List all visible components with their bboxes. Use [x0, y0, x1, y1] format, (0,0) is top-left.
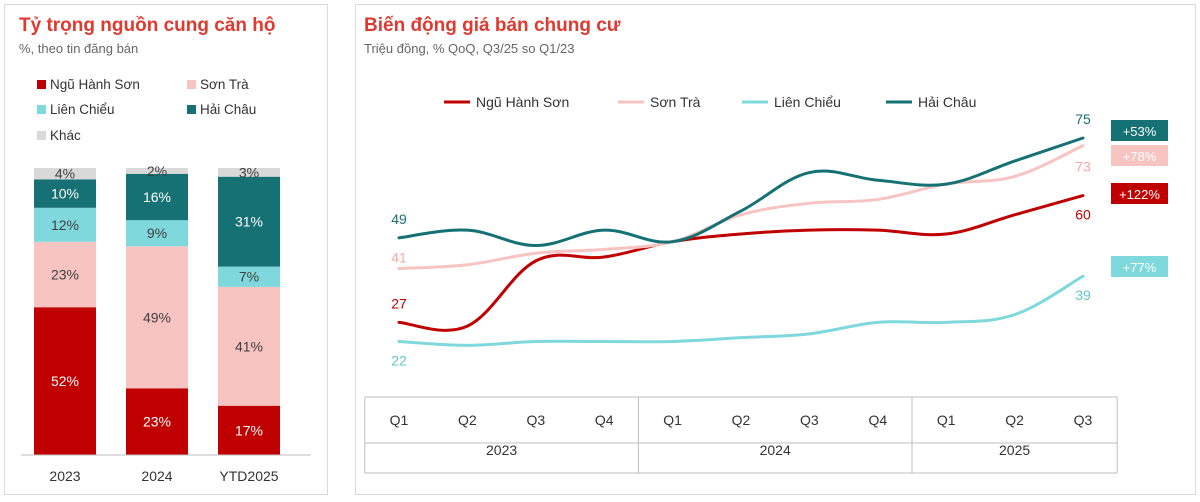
x-tick-2023: 2023 — [49, 468, 80, 484]
series-line-son-tra — [397, 144, 1085, 271]
price-trend-title: Biến động giá bán chung cư — [364, 15, 621, 36]
bar-label-hai-chau-2023: 10% — [51, 186, 79, 202]
bar-label-khac-2023: 4% — [55, 166, 75, 182]
x-tick-2: Q3 — [526, 412, 545, 428]
x-tick-6: Q3 — [800, 412, 819, 428]
bar-label-ngu-hanh-son-2023: 52% — [51, 373, 79, 389]
bar-son-tra-2024 — [126, 246, 188, 389]
supply-share-title: Tỷ trọng nguồn cung căn hộ — [19, 15, 276, 36]
supply-share-subtitle: %, theo tin đăng bán — [19, 41, 139, 56]
bar-hai-chau-2024 — [126, 173, 188, 221]
legend-label-son-tra: Sơn Trà — [650, 94, 701, 110]
x-tick-9: Q2 — [1005, 412, 1024, 428]
bar-label-lien-chieu-2023: 12% — [51, 217, 79, 233]
bar-ngu-hanh-son-2023 — [34, 307, 96, 455]
change-label-lien-chieu: +77% — [1123, 260, 1157, 275]
legend-label-lien-chieu: Liên Chiểu — [50, 102, 115, 117]
bar-lien-chieu-2024 — [126, 220, 188, 247]
legend-swatch-khac — [37, 131, 46, 140]
end-label-lien-chieu: 39 — [1075, 287, 1091, 303]
supply-share-chart: Ngũ Hành Sơn Sơn Trà Liên Chiểu Hải Châu Khá… — [21, 77, 311, 484]
legend-label-lien-chieu: Liên Chiểu — [774, 94, 841, 110]
change-badge-ngu-hanh-son — [1111, 183, 1168, 204]
price-trend-chart: Ngũ Hành Sơn Sơn Trà Liên Chiểu Hải Châu 27 6… — [364, 94, 1168, 474]
x-tick-ytd2025: YTD2025 — [219, 468, 278, 484]
legend-label-son-tra: Sơn Trà — [200, 77, 249, 92]
x-tick-3: Q4 — [595, 412, 614, 428]
legend-label-hai-chau: Hải Châu — [918, 94, 976, 110]
bar-khac-2024 — [126, 168, 188, 174]
bar-label-ngu-hanh-son-ytd2025: 17% — [235, 422, 263, 438]
bar-khac-2023 — [34, 168, 96, 180]
start-label-lien-chieu: 22 — [391, 353, 407, 369]
bar-ngu-hanh-son-2024 — [126, 388, 188, 455]
legend-swatch-lien-chieu — [37, 105, 46, 114]
legend-swatch-ngu-hanh-son — [37, 80, 46, 89]
x-group-2025: 2025 — [999, 442, 1030, 458]
start-label-ngu-hanh-son: 27 — [391, 295, 407, 311]
legend-swatch-hai-chau — [187, 105, 196, 114]
start-label-son-tra: 41 — [391, 250, 407, 266]
bar-label-khac-2024: 2% — [147, 163, 167, 179]
bar-label-son-tra-2024: 49% — [143, 309, 171, 325]
change-label-hai-chau: +53% — [1123, 124, 1157, 139]
x-tick-4: Q1 — [663, 412, 682, 428]
bar-label-lien-chieu-2024: 9% — [147, 225, 167, 241]
change-badge-son-tra — [1111, 145, 1168, 166]
x-tick-8: Q1 — [937, 412, 956, 428]
series-line-hai-chau — [397, 136, 1085, 248]
x-tick-7: Q4 — [868, 412, 887, 428]
x-group-2024: 2024 — [760, 442, 791, 458]
change-badge-hai-chau — [1111, 120, 1168, 141]
legend-swatch-son-tra — [187, 80, 196, 89]
change-label-son-tra: +78% — [1123, 149, 1157, 164]
change-badge-lien-chieu — [1111, 256, 1168, 277]
bar-lien-chieu-ytd2025 — [218, 266, 280, 287]
end-label-hai-chau: 75 — [1075, 111, 1091, 127]
price-trend-subtitle: Triệu đồng, % QoQ, Q3/25 so Q1/23 — [364, 41, 575, 56]
legend-label-ngu-hanh-son: Ngũ Hành Sơn — [476, 94, 569, 110]
start-label-hai-chau: 49 — [391, 211, 407, 227]
x-tick-10: Q3 — [1074, 412, 1093, 428]
price-trend-panel: Biến động giá bán chung cư Triệu đồng, %… — [355, 4, 1196, 495]
bar-lien-chieu-2023 — [34, 207, 96, 242]
bar-label-khac-ytd2025: 3% — [239, 164, 259, 180]
x-tick-2024: 2024 — [141, 468, 172, 484]
change-label-ngu-hanh-son: +122% — [1119, 187, 1160, 202]
end-label-ngu-hanh-son: 60 — [1075, 207, 1091, 223]
bar-hai-chau-ytd2025 — [218, 176, 280, 267]
x-tick-0: Q1 — [390, 412, 409, 428]
series-line-ngu-hanh-son — [397, 194, 1085, 332]
legend-label-khac: Khác — [50, 128, 81, 143]
legend-label-ngu-hanh-son: Ngũ Hành Sơn — [50, 77, 140, 92]
bar-ngu-hanh-son-ytd2025 — [218, 405, 280, 455]
x-tick-5: Q2 — [732, 412, 751, 428]
x-group-2023: 2023 — [486, 442, 517, 458]
bar-label-hai-chau-ytd2025: 31% — [235, 214, 263, 230]
bar-label-son-tra-2023: 23% — [51, 267, 79, 283]
bar-label-son-tra-ytd2025: 41% — [235, 338, 263, 354]
bar-son-tra-2023 — [34, 241, 96, 308]
supply-share-panel: Tỷ trọng nguồn cung căn hộ %, theo tin đ… — [4, 4, 328, 495]
bar-khac-ytd2025 — [218, 168, 280, 177]
legend-label-hai-chau: Hải Châu — [200, 102, 256, 117]
end-label-son-tra: 73 — [1075, 159, 1091, 175]
x-tick-1: Q2 — [458, 412, 477, 428]
bar-label-lien-chieu-ytd2025: 7% — [239, 269, 259, 285]
bar-label-hai-chau-2024: 16% — [143, 189, 171, 205]
bar-son-tra-ytd2025 — [218, 286, 280, 406]
bar-hai-chau-2023 — [34, 179, 96, 208]
bar-label-ngu-hanh-son-2024: 23% — [143, 414, 171, 430]
series-line-lien-chieu — [397, 274, 1085, 347]
